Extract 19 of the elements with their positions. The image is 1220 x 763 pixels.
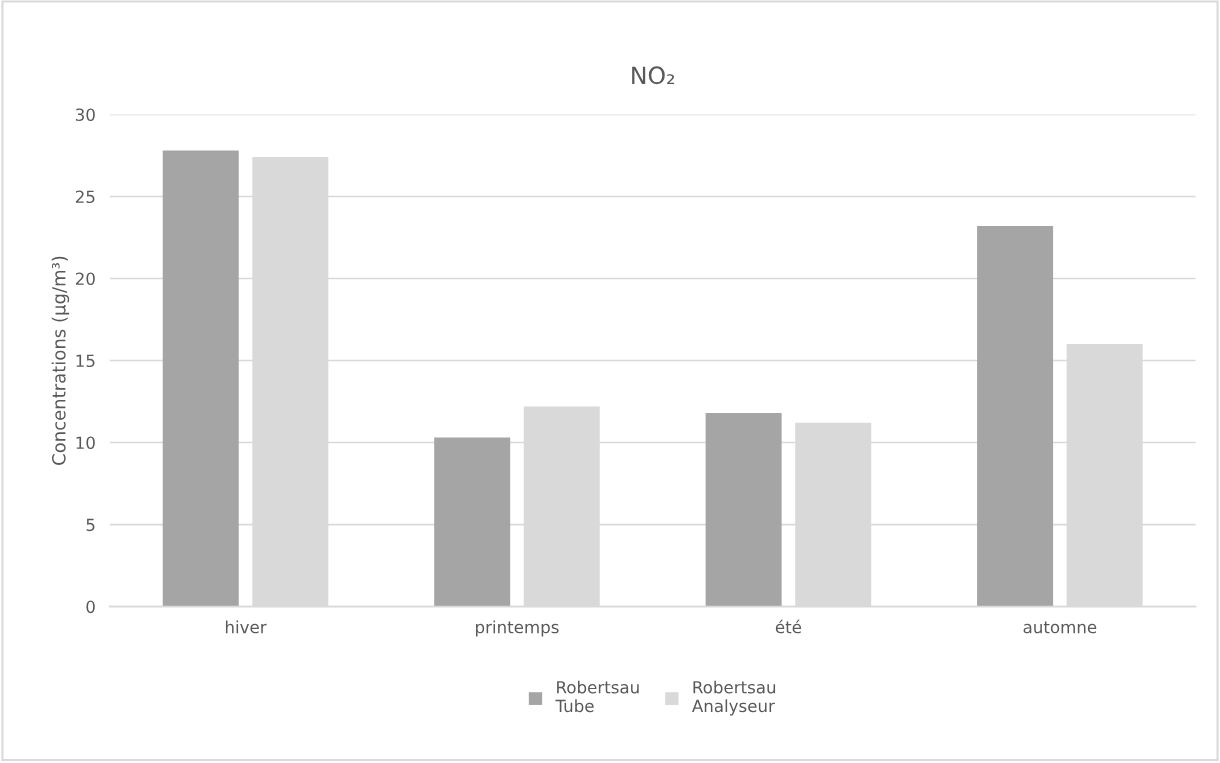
y-axis-title: Concentrations (µg/m³) (51, 256, 70, 465)
x-tick-label: été (775, 619, 802, 634)
legend-label: Robertsau Analyseur (692, 680, 776, 716)
y-tick-label: 0 (86, 600, 95, 614)
y-tick-label: 20 (75, 272, 95, 286)
bar (434, 437, 511, 607)
y-tick-label: 30 (75, 108, 95, 122)
y-tick-label: 10 (76, 436, 95, 450)
legend-label: Robertsau Tube (555, 680, 639, 713)
y-tick-label: 15 (76, 354, 95, 368)
y-tick-label: 25 (75, 190, 95, 204)
y-tick-label: 5 (86, 518, 95, 532)
x-tick-label: automne (1023, 621, 1097, 634)
bar (705, 413, 782, 607)
bar (162, 150, 239, 607)
bar (977, 226, 1054, 607)
x-tick-label: printemps (476, 620, 559, 637)
x-tick-label: hiver (225, 620, 267, 634)
chart-title: NO₂ (632, 66, 675, 85)
